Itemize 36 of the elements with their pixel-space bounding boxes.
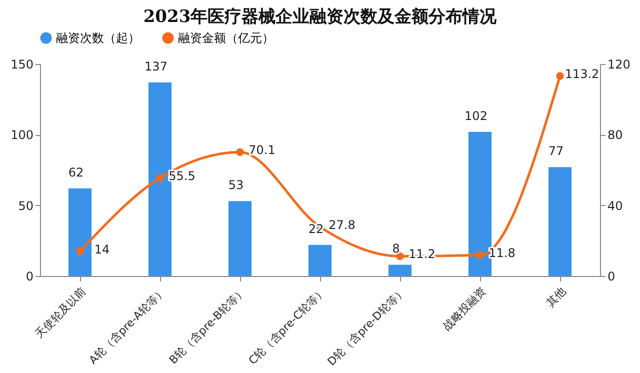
data-label: 27.8 <box>328 218 356 232</box>
x-tick-label: 天使轮及以前 <box>32 284 88 341</box>
bar <box>68 188 92 276</box>
data-label: 77 <box>548 144 564 158</box>
point <box>396 252 404 260</box>
data-label: 8 <box>392 242 400 256</box>
data-label: 70.1 <box>248 143 276 158</box>
y-tick-label: 150 <box>10 58 34 72</box>
data-label: 102 <box>464 108 488 123</box>
point <box>556 72 564 80</box>
point <box>476 251 484 260</box>
legend-label: 融资金额（亿元） <box>178 31 274 45</box>
bar <box>228 201 252 276</box>
legend-label: 融资次数（起） <box>56 31 140 45</box>
bar <box>308 244 332 276</box>
data-label: 22 <box>308 222 324 236</box>
bar <box>548 167 572 276</box>
y2-tick-label: 80 <box>608 128 623 142</box>
x-tick-label: 战略投融资 <box>440 284 488 333</box>
point <box>236 148 244 156</box>
bar <box>388 264 412 276</box>
data-label: 62 <box>68 165 84 180</box>
data-label: 113.2 <box>564 67 600 82</box>
y-tick-label: 100 <box>10 128 34 142</box>
x-tick-label: 其他 <box>544 284 568 310</box>
point <box>156 174 164 182</box>
y2-tick-label: 0 <box>608 270 616 284</box>
data-label: 137 <box>144 59 168 74</box>
chart-title: 2023年医疗器械企业融资次数及金额分布情况 <box>143 7 498 27</box>
y-tick-label: 50 <box>18 198 34 213</box>
y2-tick-label: 120 <box>608 58 630 72</box>
y2-tick-label: 40 <box>608 198 623 213</box>
y-tick-label: 0 <box>26 270 34 284</box>
point <box>76 247 84 256</box>
data-label: 53 <box>228 178 244 192</box>
data-label: 14 <box>94 242 110 256</box>
